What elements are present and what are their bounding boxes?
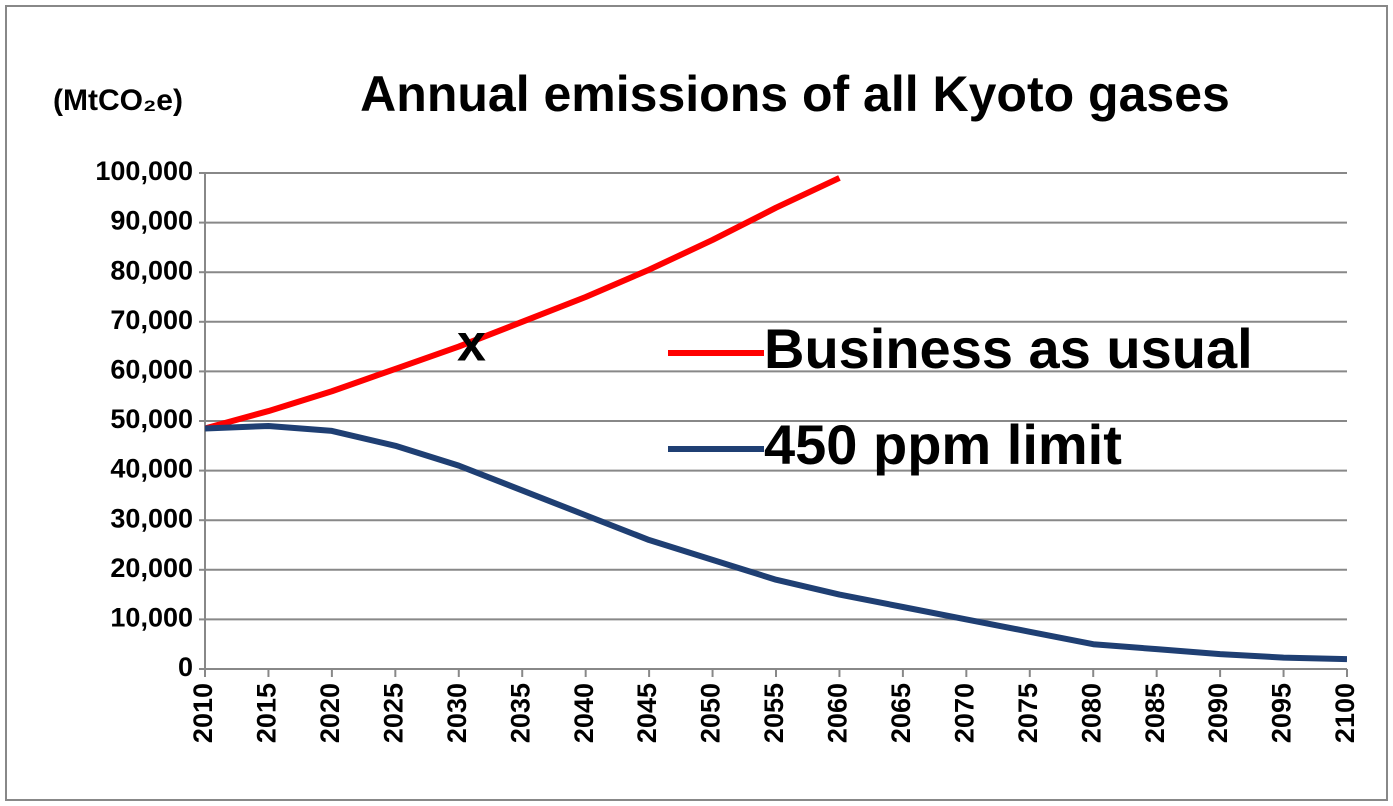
x-tick-label: 2055	[759, 683, 789, 743]
x-tick-label: 2060	[823, 683, 853, 743]
x-tick-label: 2040	[569, 683, 599, 743]
series-line	[205, 422, 1347, 663]
x-tick-label: 2010	[188, 683, 218, 743]
series-line	[205, 175, 841, 432]
legend-label: Business as usual	[764, 317, 1253, 380]
x-tick-label: 2020	[315, 683, 345, 743]
y-tick-label: 100,000	[95, 156, 193, 186]
y-tick-label: 40,000	[110, 454, 193, 484]
y-tick-label: 80,000	[110, 255, 193, 285]
x-tick-label: 2015	[252, 683, 282, 743]
x-tick-label: 2100	[1330, 683, 1360, 743]
x-tick-label: 2065	[886, 683, 916, 743]
x-tick-label: 2090	[1203, 683, 1233, 743]
chart-title: Annual emissions of all Kyoto gases	[360, 66, 1230, 122]
x-tick-label: 2075	[1013, 683, 1043, 743]
x-tick-label: 2095	[1267, 683, 1297, 743]
y-tick-label: 30,000	[110, 503, 193, 533]
y-tick-label: 70,000	[110, 305, 193, 335]
x-tick-label: 2085	[1140, 683, 1170, 743]
y-tick-label: 50,000	[110, 404, 193, 434]
x-tick-label: 2045	[632, 683, 662, 743]
y-tick-label: 20,000	[110, 553, 193, 583]
x-tick-label: 2025	[378, 683, 408, 743]
chart-border	[5, 5, 1388, 801]
y-tick-label: 0	[178, 652, 193, 682]
x-tick-label: 2080	[1076, 683, 1106, 743]
x-tick-label: 2050	[696, 683, 726, 743]
x-tick-label: 2070	[949, 683, 979, 743]
x-tick-label: 2035	[505, 683, 535, 743]
annotation: x	[457, 314, 486, 372]
x-tick-label: 2030	[442, 683, 472, 743]
y-tick-label: 90,000	[110, 206, 193, 236]
y-tick-label: 10,000	[110, 603, 193, 633]
plot-area	[205, 175, 1347, 663]
y-axis-label: (MtCO₂e)	[53, 84, 183, 117]
legend-label: 450 ppm limit	[764, 413, 1122, 476]
y-tick-label: 60,000	[110, 355, 193, 385]
